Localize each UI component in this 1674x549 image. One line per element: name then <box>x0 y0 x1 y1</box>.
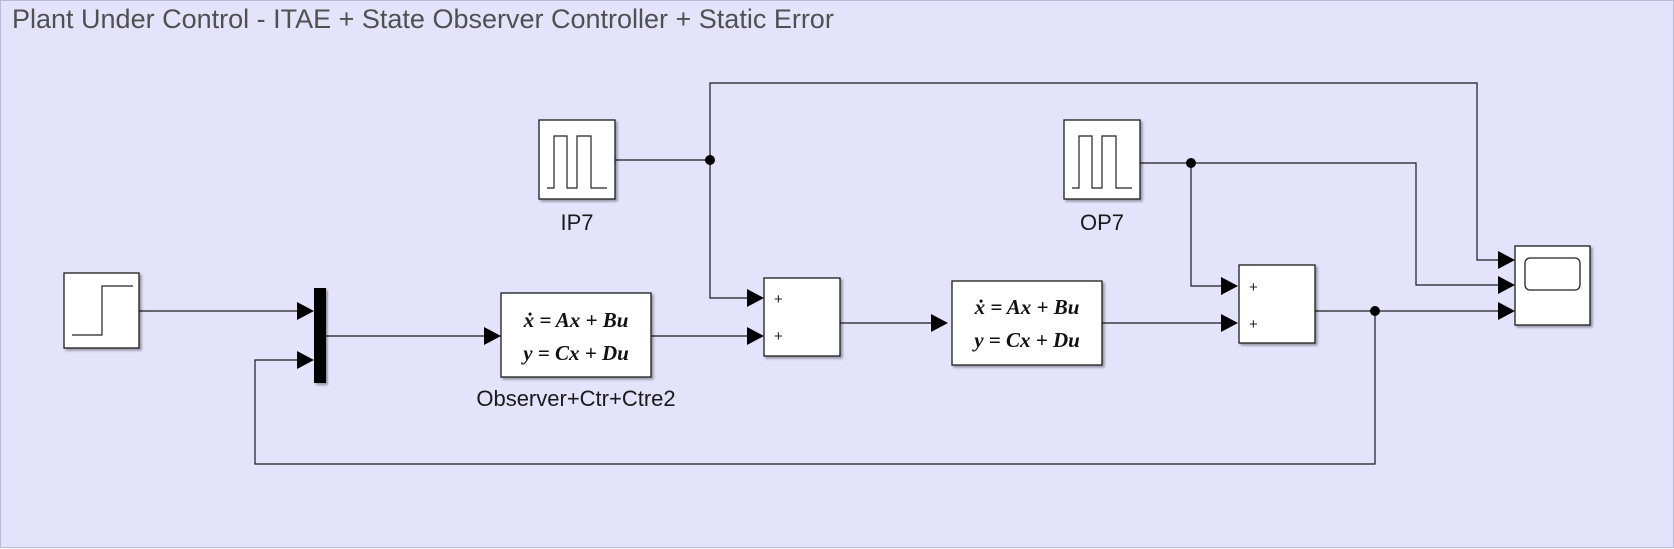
plant-equation-2: y = Cx + Du <box>971 328 1080 352</box>
wire-ip7-to-sum1[interactable] <box>709 160 747 299</box>
branch-point-op7 <box>1186 158 1196 168</box>
pulse-wave-icon <box>1072 135 1132 189</box>
sum2-sign-1: + <box>1249 279 1258 296</box>
arrow-mux-in1 <box>297 302 314 320</box>
sum1-block[interactable]: + + <box>763 277 841 357</box>
branch-point-ip7 <box>705 155 715 165</box>
wire-ip7-to-scope[interactable] <box>709 82 1498 261</box>
ip7-pulse-generator-block[interactable] <box>538 119 616 200</box>
sum2-sign-2: + <box>1249 316 1258 333</box>
diagram-title: Plant Under Control - ITAE + State Obser… <box>12 4 834 34</box>
arrow-plant-in <box>931 314 948 332</box>
plant-equation-1: ẋ = Ax + Bu <box>974 295 1080 319</box>
observer-label[interactable]: Observer+Ctr+Ctre2 <box>476 386 675 411</box>
sum1-sign-2: + <box>774 328 783 345</box>
scope-screen-icon <box>1524 257 1581 291</box>
wire-op7-to-scope[interactable] <box>1191 162 1498 286</box>
plant-state-space-block[interactable]: ẋ = Ax + Bu y = Cx + Du <box>951 280 1103 366</box>
op7-label[interactable]: OP7 <box>1080 210 1124 235</box>
branch-point-output <box>1370 306 1380 316</box>
arrow-mux-in2 <box>297 351 314 369</box>
wire-op7-to-sum2[interactable] <box>1190 163 1221 287</box>
observer-equation-2: y = Cx + Du <box>520 341 629 365</box>
arrow-scope-in1 <box>1498 251 1515 269</box>
step-block[interactable] <box>63 272 140 349</box>
arrow-sum1-in1 <box>747 289 764 307</box>
sum1-sign-1: + <box>774 291 783 308</box>
arrow-sum2-in1 <box>1221 277 1238 295</box>
arrow-scope-in3 <box>1498 302 1515 320</box>
mux-block[interactable] <box>314 288 326 383</box>
ip7-label[interactable]: IP7 <box>560 210 593 235</box>
op7-pulse-generator-block[interactable] <box>1063 119 1141 200</box>
arrow-sum2-in2 <box>1221 314 1238 332</box>
observer-state-space-block[interactable]: ẋ = Ax + Bu y = Cx + Du <box>500 292 652 378</box>
arrow-observer-in <box>484 327 501 345</box>
arrow-scope-in2 <box>1498 276 1515 294</box>
scope-block[interactable] <box>1514 245 1591 326</box>
arrow-sum1-in2 <box>747 327 764 345</box>
pulse-wave-icon <box>547 135 607 189</box>
sum2-block[interactable]: + + <box>1238 264 1316 344</box>
observer-equation-1: ẋ = Ax + Bu <box>523 308 629 332</box>
wire-feedback-to-mux[interactable] <box>254 311 1376 465</box>
step-function-icon <box>72 285 133 336</box>
